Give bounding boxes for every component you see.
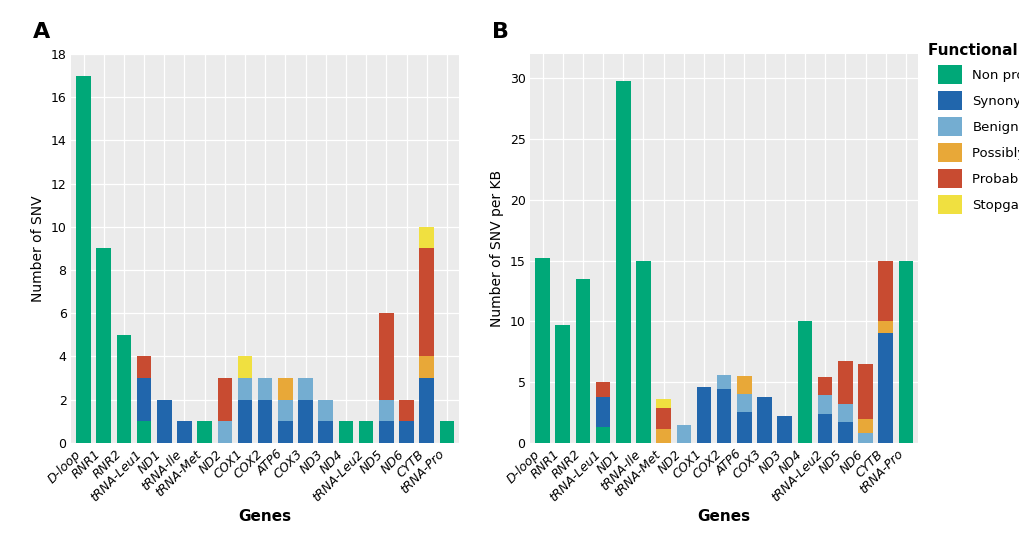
Bar <box>137 421 151 443</box>
Bar <box>379 400 393 421</box>
Bar <box>716 375 731 389</box>
Bar <box>419 378 433 443</box>
Bar <box>877 261 892 321</box>
Bar <box>877 321 892 333</box>
Bar <box>278 378 292 400</box>
Bar <box>398 400 414 421</box>
X-axis label: Genes: Genes <box>238 509 291 524</box>
Bar <box>857 364 872 418</box>
Bar <box>318 421 333 443</box>
Bar <box>555 325 570 443</box>
Bar <box>379 313 393 400</box>
Bar <box>278 421 292 443</box>
Bar <box>258 378 272 400</box>
Bar <box>696 387 710 443</box>
Bar <box>535 258 549 443</box>
Bar <box>318 400 333 421</box>
Text: B: B <box>491 22 508 42</box>
Bar <box>237 378 252 400</box>
Bar <box>177 421 192 443</box>
Bar <box>197 421 212 443</box>
Text: A: A <box>33 22 50 42</box>
Bar <box>278 400 292 421</box>
Bar <box>797 321 811 443</box>
Bar <box>838 422 852 443</box>
Bar <box>137 356 151 378</box>
Legend: Non protein coding, Synonymous, Benign, Possibly damaging, Probably damaging, St: Non protein coding, Synonymous, Benign, … <box>922 38 1019 219</box>
Bar <box>419 248 433 356</box>
Bar <box>656 399 671 408</box>
Bar <box>217 378 232 421</box>
Bar <box>898 261 912 443</box>
Bar <box>857 418 872 433</box>
Bar <box>237 356 252 378</box>
Bar <box>439 421 453 443</box>
Bar <box>595 427 609 443</box>
Bar <box>398 421 414 443</box>
Bar <box>877 333 892 443</box>
Bar <box>737 413 751 443</box>
Bar <box>359 421 373 443</box>
Bar <box>76 76 91 443</box>
Bar <box>857 433 872 443</box>
Bar <box>595 396 609 427</box>
Bar <box>137 378 151 421</box>
Bar <box>838 361 852 404</box>
Y-axis label: Number of SNV per KB: Number of SNV per KB <box>489 170 503 327</box>
Bar <box>338 421 353 443</box>
Bar <box>157 400 171 443</box>
Bar <box>298 400 313 443</box>
Bar <box>716 389 731 443</box>
Bar <box>636 261 650 443</box>
Bar <box>419 356 433 378</box>
Bar <box>595 382 609 396</box>
Bar <box>97 248 111 443</box>
Y-axis label: Number of SNV: Number of SNV <box>31 195 45 302</box>
Bar <box>298 378 313 400</box>
Bar <box>575 279 590 443</box>
Bar <box>817 414 832 443</box>
Bar <box>817 395 832 414</box>
Bar <box>756 396 771 443</box>
Bar <box>656 408 671 429</box>
Bar <box>419 227 433 248</box>
Bar <box>217 421 232 443</box>
Bar <box>379 421 393 443</box>
Bar <box>737 376 751 394</box>
Bar <box>776 416 791 443</box>
Bar <box>817 377 832 395</box>
X-axis label: Genes: Genes <box>697 509 750 524</box>
Bar <box>237 400 252 443</box>
Bar <box>676 424 691 443</box>
Bar <box>838 404 852 422</box>
Bar <box>258 400 272 443</box>
Bar <box>737 394 751 413</box>
Bar <box>116 335 131 443</box>
Bar <box>656 429 671 443</box>
Bar <box>615 80 630 443</box>
